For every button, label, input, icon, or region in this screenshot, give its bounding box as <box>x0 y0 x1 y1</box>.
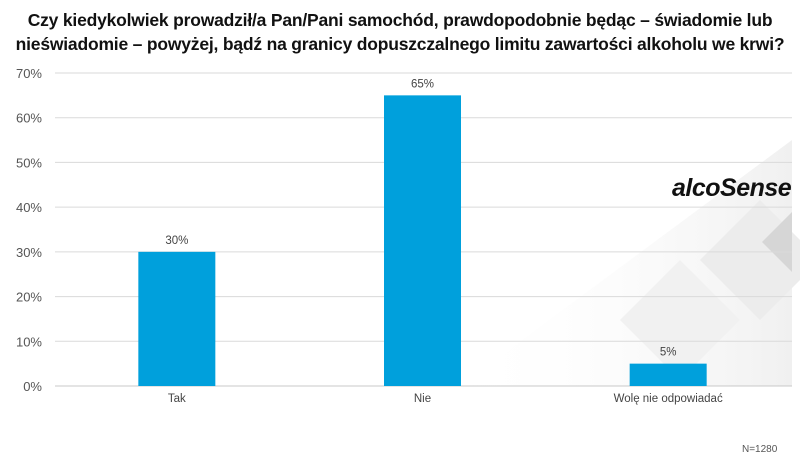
chart-title: Czy kiedykolwiek prowadził/a Pan/Pani sa… <box>15 10 785 54</box>
y-tick-label: 30% <box>16 245 42 260</box>
y-tick-label: 40% <box>16 200 42 215</box>
y-tick-label: 70% <box>16 66 42 81</box>
bar <box>384 95 461 386</box>
data-label: 5% <box>660 347 677 359</box>
sample-size-note: N=1280 <box>742 444 778 455</box>
y-tick-label: 60% <box>16 111 42 126</box>
data-label: 30% <box>165 235 188 247</box>
x-tick-label: Tak <box>168 393 186 405</box>
y-tick-label: 50% <box>16 155 42 170</box>
x-tick-label: Wolę nie odpowiadać <box>614 393 723 405</box>
y-tick-label: 20% <box>16 290 42 305</box>
alcosense-logo: alcoSense <box>672 174 792 202</box>
bar <box>629 363 707 386</box>
data-label: 65% <box>411 78 434 90</box>
x-tick-label: Nie <box>414 393 431 405</box>
bar <box>138 251 216 386</box>
y-tick-label: 0% <box>23 379 42 394</box>
y-tick-label: 10% <box>16 334 42 349</box>
watermark-pattern <box>460 140 800 386</box>
